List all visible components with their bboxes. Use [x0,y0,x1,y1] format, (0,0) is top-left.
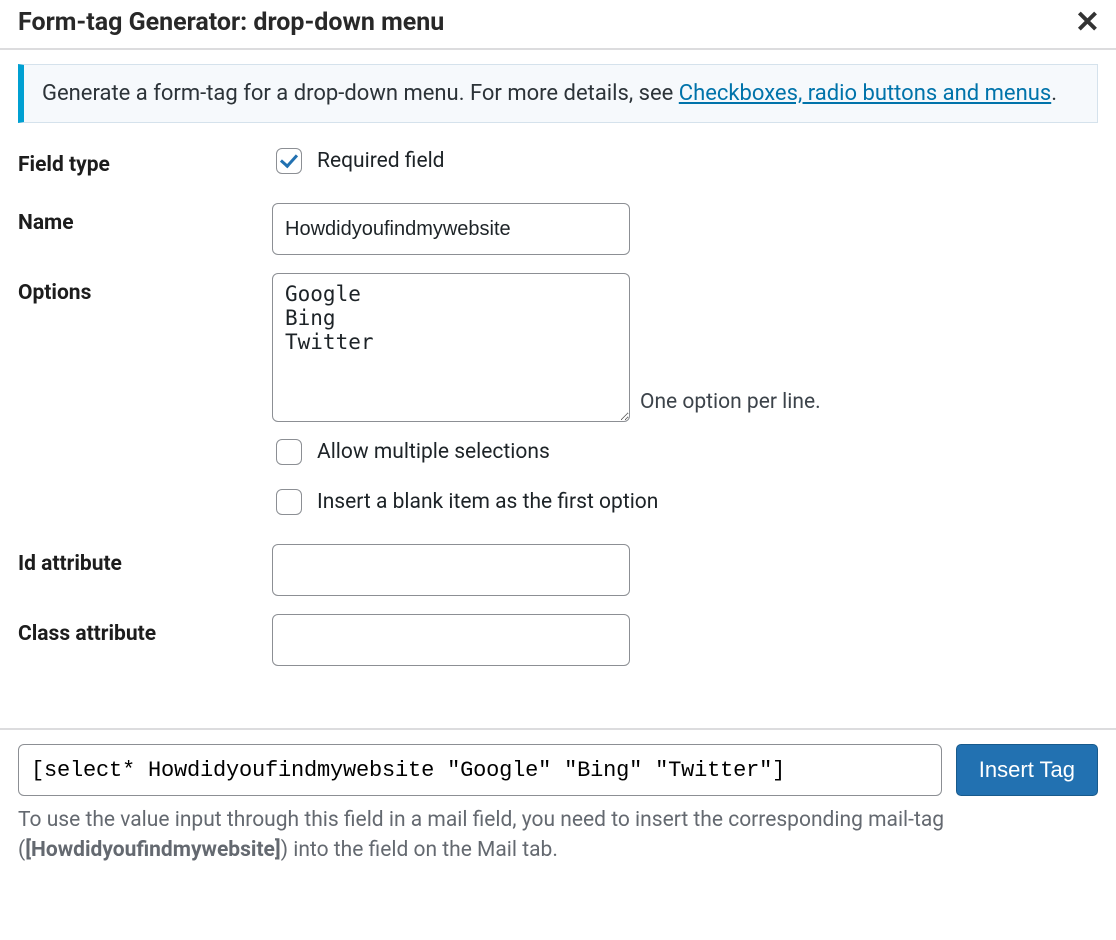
allow-multiple-checkbox[interactable] [276,439,302,465]
label-options: Options [18,273,268,307]
label-field-type: Field type [18,145,268,179]
allow-multiple-row[interactable]: Allow multiple selections [272,436,1098,468]
allow-multiple-label: Allow multiple selections [317,438,550,466]
mail-tag-note: To use the value input through this fiel… [0,806,1116,883]
class-attribute-input[interactable] [272,614,630,666]
blank-first-checkbox[interactable] [276,489,302,515]
close-icon: ✕ [1075,6,1100,39]
dialog-title: Form-tag Generator: drop-down menu [18,6,444,40]
label-id-attribute: Id attribute [18,544,268,578]
note-after: ) into the field on the Mail tab. [281,838,558,862]
name-input[interactable] [272,203,630,255]
close-button[interactable]: ✕ [1071,8,1104,38]
options-hint: One option per line. [640,388,821,422]
info-link[interactable]: Checkboxes, radio buttons and menus [679,81,1051,106]
options-textarea[interactable] [272,273,630,422]
blank-first-label: Insert a blank item as the first option [317,488,658,516]
form-grid: Field type Required field Name Options O… [18,145,1098,688]
bottom-bar: Insert Tag [0,728,1116,796]
label-class-attribute: Class attribute [18,614,268,648]
info-box: Generate a form-tag for a drop-down menu… [18,64,1098,124]
required-field-row[interactable]: Required field [272,145,1098,177]
insert-tag-button[interactable]: Insert Tag [956,744,1098,796]
title-bar: Form-tag Generator: drop-down menu ✕ [0,0,1116,50]
info-text-after: . [1051,81,1057,106]
tag-output[interactable] [18,744,942,796]
form-tag-generator-dialog: Form-tag Generator: drop-down menu ✕ Gen… [0,0,1116,883]
note-mailtag: [Howdidyoufindmywebsite] [25,838,281,862]
label-name: Name [18,203,268,237]
blank-first-row[interactable]: Insert a blank item as the first option [272,486,1098,518]
id-attribute-input[interactable] [272,544,630,596]
required-label: Required field [317,147,445,175]
info-text-before: Generate a form-tag for a drop-down menu… [42,81,679,106]
dialog-content: Generate a form-tag for a drop-down menu… [0,50,1116,689]
required-checkbox[interactable] [276,148,302,174]
